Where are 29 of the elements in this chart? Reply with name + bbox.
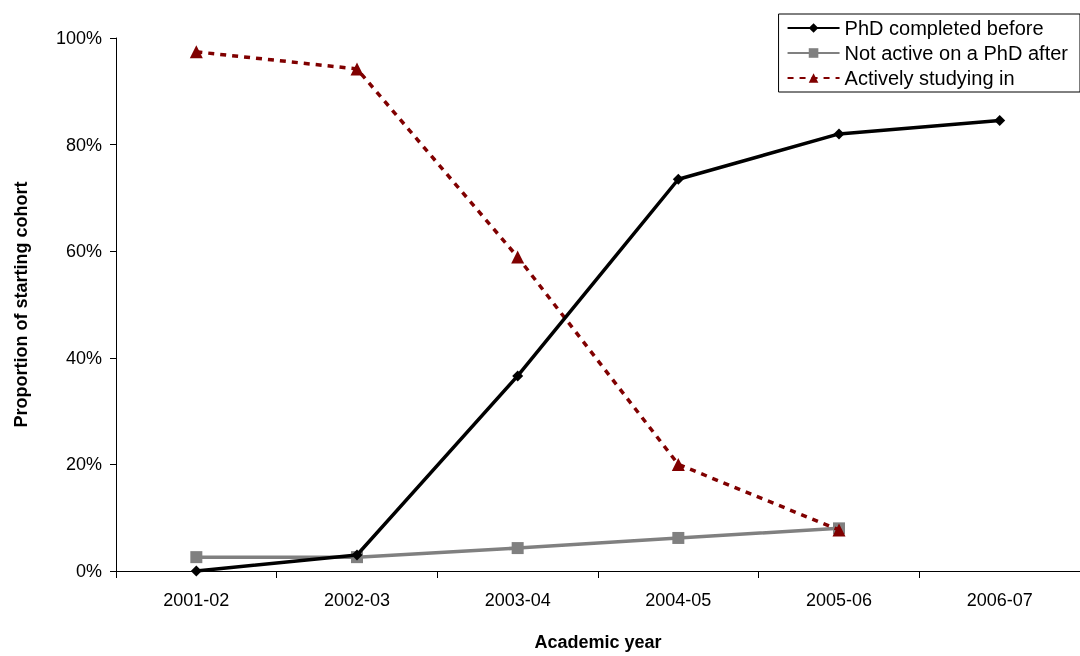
x-tick-label: 2003-04 (484, 590, 551, 610)
x-tick-label: 2002-03 (323, 590, 391, 610)
y-tick-label: 100% (55, 28, 102, 48)
y-tick-label: 80% (65, 134, 102, 155)
point (511, 542, 524, 555)
point (511, 250, 525, 264)
point (190, 565, 202, 577)
legend-label: PhD completed before (844, 17, 1044, 39)
y-tick-label: 20% (65, 454, 102, 475)
point (190, 551, 203, 564)
legend-label: Not active on a PhD after (844, 42, 1069, 64)
point (994, 115, 1006, 127)
point (671, 457, 685, 471)
point (350, 62, 364, 76)
x-tick-label: 2001-02 (163, 590, 230, 610)
point (672, 173, 684, 185)
x-axis-title: Academic year (534, 632, 662, 652)
y-axis-title: Proportion of starting cohort (11, 181, 31, 428)
legend-label: Actively studying in (844, 67, 1015, 89)
y-tick-label: 40% (65, 347, 102, 368)
y-tick-label: 60% (65, 241, 102, 262)
x-tick-label: 2006-07 (966, 590, 1033, 610)
point (512, 370, 524, 382)
point (833, 128, 845, 140)
x-tick-label: 2004-05 (645, 590, 712, 610)
y-tick-label: 0% (75, 561, 102, 581)
point (672, 531, 685, 544)
point (189, 45, 203, 59)
x-tick-label: 2005-06 (805, 590, 873, 610)
